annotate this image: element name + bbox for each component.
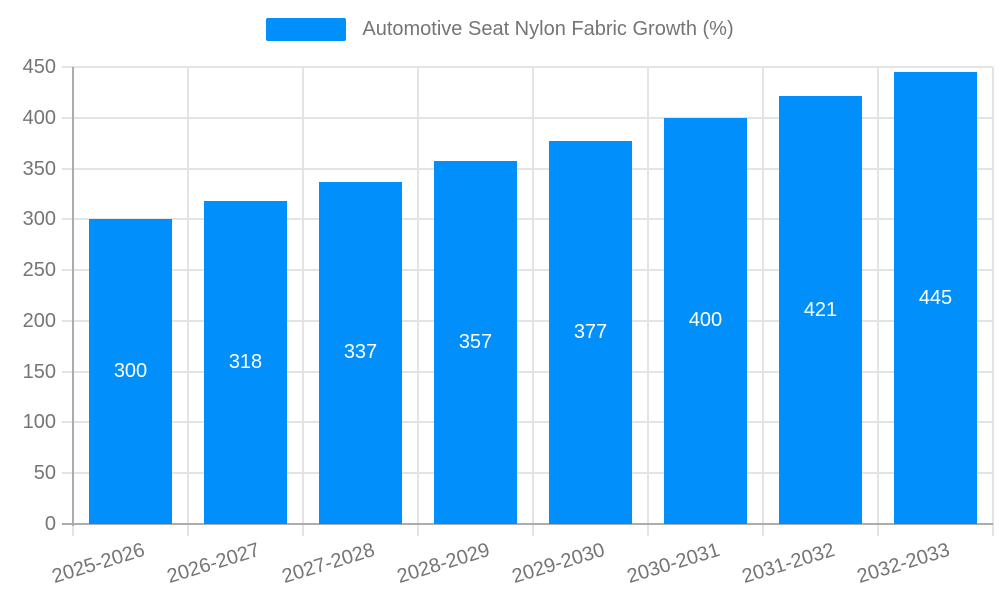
x-axis-line xyxy=(62,523,993,525)
x-axis-tick xyxy=(532,524,534,536)
bar-value-label: 421 xyxy=(803,298,838,321)
legend-swatch xyxy=(266,18,347,41)
y-axis-tick-label: 400 xyxy=(22,106,56,129)
y-axis-line xyxy=(72,67,74,526)
bar-value-label: 300 xyxy=(113,360,148,383)
y-axis-tick xyxy=(62,66,73,68)
y-axis-tick xyxy=(62,319,73,322)
bar-value-label: 357 xyxy=(458,331,493,354)
bar: 445 xyxy=(894,72,977,524)
x-axis-tick-label: 2031-2032 xyxy=(739,538,838,588)
bar: 357 xyxy=(434,161,517,524)
bar-value-label: 400 xyxy=(688,309,723,332)
gridline-vertical xyxy=(992,67,994,524)
bar-value-label: 337 xyxy=(343,341,378,364)
x-axis-tick xyxy=(647,524,649,536)
bar: 377 xyxy=(549,141,632,524)
y-axis-tick-label: 200 xyxy=(22,309,56,332)
y-axis-tick xyxy=(62,269,73,272)
x-axis-tick xyxy=(417,524,419,536)
x-axis-tick xyxy=(877,524,879,536)
y-axis-tick xyxy=(62,167,73,170)
gridline-vertical xyxy=(762,67,764,524)
y-axis-tick xyxy=(62,472,73,475)
gridline-vertical xyxy=(647,67,649,524)
x-axis-tick xyxy=(762,524,764,536)
gridline-vertical xyxy=(417,67,419,524)
y-axis-tick-label: 100 xyxy=(22,411,56,434)
y-axis-tick-label: 300 xyxy=(22,208,56,231)
legend-label: Automotive Seat Nylon Fabric Growth (%) xyxy=(362,18,734,40)
y-axis-tick-label: 250 xyxy=(22,259,56,282)
x-axis-tick-label: 2027-2028 xyxy=(279,538,378,588)
bar: 300 xyxy=(89,219,172,524)
y-axis-tick xyxy=(62,370,73,373)
y-axis-tick-label: 0 xyxy=(44,513,56,535)
y-axis-tick xyxy=(62,218,73,221)
bar: 318 xyxy=(204,201,287,524)
x-axis-tick xyxy=(992,524,994,536)
y-axis-tick-label: 150 xyxy=(22,360,56,383)
bar: 400 xyxy=(664,117,747,524)
x-axis-tick-label: 2028-2029 xyxy=(394,538,493,588)
x-axis-tick-label: 2032-2033 xyxy=(854,538,953,588)
bar: 337 xyxy=(319,181,402,524)
y-axis-tick-label: 350 xyxy=(22,157,56,180)
gridline-vertical xyxy=(187,67,189,524)
bar: 421 xyxy=(779,96,862,524)
y-axis-tick xyxy=(62,421,73,424)
x-axis-tick xyxy=(187,524,189,536)
bar-value-label: 377 xyxy=(573,321,608,344)
x-axis-tick xyxy=(302,524,304,536)
y-axis-tick-label: 50 xyxy=(33,462,56,485)
x-axis-tick-label: 2030-2031 xyxy=(624,538,723,588)
gridline-vertical xyxy=(877,67,879,524)
gridline-vertical xyxy=(302,67,304,524)
gridline-vertical xyxy=(532,67,534,524)
bar-value-label: 318 xyxy=(228,351,263,374)
x-axis-tick xyxy=(72,524,74,536)
x-axis-tick-label: 2026-2027 xyxy=(164,538,263,588)
y-axis-tick xyxy=(62,116,73,119)
x-axis-tick-label: 2029-2030 xyxy=(509,538,608,588)
y-axis-tick-label: 450 xyxy=(22,56,56,78)
bar-value-label: 445 xyxy=(918,286,953,309)
x-axis-tick-label: 2025-2026 xyxy=(49,538,148,588)
legend-item[interactable]: Automotive Seat Nylon Fabric Growth (%) xyxy=(0,18,1000,41)
